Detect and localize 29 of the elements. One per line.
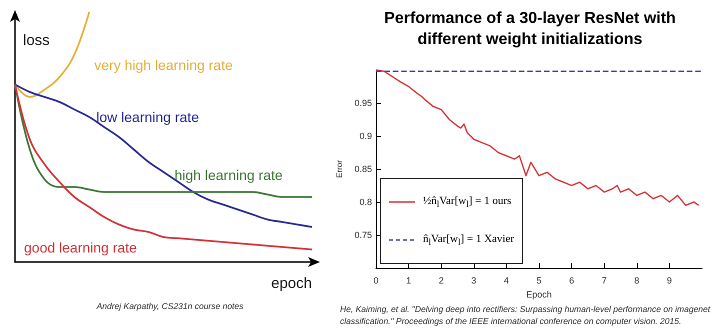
x-tick-label: 5 <box>536 276 542 286</box>
legend-label: n̂$_{l}$Var[w$_{l}$] = 1 Xavier <box>423 232 514 248</box>
x-tick-label: 1 <box>406 276 412 286</box>
chart-title: Performance of a 30-layer ResNet with different weight initializations <box>383 9 677 50</box>
text: He, Kaiming, et al. "Delving deep into rectifiers: Surpassing human-level performance on imagenet classification." Proceedings of the IEEE international conference on computer vision. 2015. <box>340 303 712 327</box>
legend-label: ½n̂$_{l}$Var[w$_{l}$] = 1 ours <box>423 194 512 210</box>
line-series <box>375 69 700 206</box>
x-axis-title: Epoch <box>526 289 552 300</box>
x-tick-label: 4 <box>504 276 509 286</box>
series-label: good learning rate <box>24 240 138 256</box>
x-tick-label: 8 <box>634 276 640 286</box>
y-tick-label: 0.85 <box>354 164 372 174</box>
y-axis-title: Error <box>335 160 344 178</box>
x-tick-label: 9 <box>666 276 672 286</box>
x-tick-label: 2 <box>438 276 444 286</box>
y-tick-label: 0.75 <box>354 230 372 240</box>
series-label: low learning rate <box>96 109 200 125</box>
y-axis-title: loss <box>23 32 50 49</box>
y-tick-label: 0.95 <box>354 98 372 108</box>
x-tick-label: 7 <box>602 276 607 286</box>
y-tick-label: 0.9 <box>359 131 372 141</box>
x-axis-title: epoch <box>271 275 312 292</box>
x-tick-label: 6 <box>569 276 574 286</box>
series-label: high learning rate <box>174 167 283 183</box>
y-tick-label: 0.8 <box>359 197 372 207</box>
series-label: very high learning rate <box>94 57 233 73</box>
x-tick-label: 3 <box>471 276 476 286</box>
text: Andrej Karpathy, CS231n course notes <box>95 300 244 312</box>
x-tick-label: 0 <box>373 276 379 286</box>
